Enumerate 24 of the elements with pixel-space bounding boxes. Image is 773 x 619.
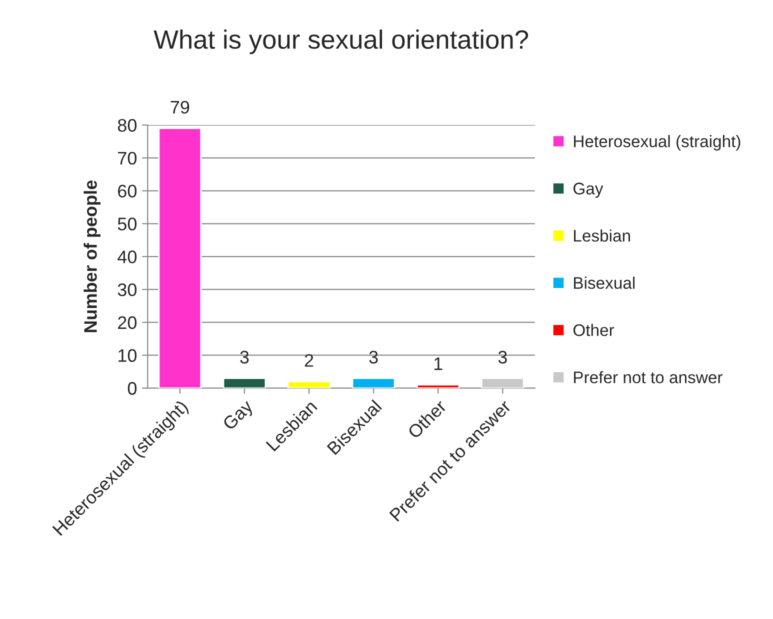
data-label: 1	[434, 358, 442, 370]
legend-label: Bisexual	[574, 276, 635, 289]
data-label: 3	[498, 350, 507, 364]
x-tick-label: Gay	[222, 398, 256, 434]
data-label: 2	[304, 354, 314, 367]
y-tick-label: 70	[118, 152, 137, 165]
data-label: 3	[240, 350, 249, 364]
y-tick-label: 40	[118, 250, 137, 264]
legend-label: Gay	[574, 182, 604, 198]
data-label: 3	[369, 350, 378, 364]
y-tick-label: 50	[118, 218, 137, 230]
legend-label: Prefer not to answer	[574, 371, 722, 384]
y-tick-label: 0	[128, 382, 137, 395]
y-axis-title: Number of people	[84, 180, 100, 332]
y-tick-label: 30	[118, 283, 137, 296]
y-tick-label: 20	[118, 316, 137, 330]
chart-title: What is your sexual orientation?	[154, 30, 528, 54]
y-tick-label: 60	[118, 184, 137, 198]
legend-label: Heterosexual (straight)	[574, 135, 740, 151]
y-tick-label: 80	[118, 118, 137, 132]
legend-label: Lesbian	[574, 229, 630, 242]
y-tick-label: 10	[118, 349, 137, 362]
data-label: 79	[170, 100, 190, 114]
legend-label: Other	[573, 324, 614, 336]
